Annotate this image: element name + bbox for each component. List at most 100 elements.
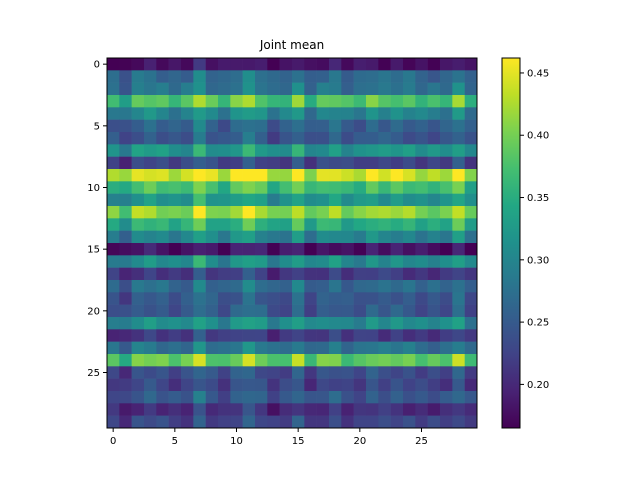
heatmap-cell xyxy=(131,58,145,71)
heatmap-cell xyxy=(366,218,379,231)
heatmap-cell xyxy=(168,366,182,379)
heatmap-cell xyxy=(279,144,293,157)
heatmap-cell xyxy=(205,58,219,71)
y-axis: 0 5 10 15 20 25 xyxy=(87,60,107,379)
heatmap-cell xyxy=(292,366,305,379)
heatmap-cell xyxy=(452,403,465,416)
heatmap-cell xyxy=(156,391,169,404)
heatmap-cell xyxy=(181,144,194,157)
heatmap-cell xyxy=(341,255,354,268)
heatmap-cell xyxy=(464,415,478,429)
heatmap-cell xyxy=(329,95,342,108)
heatmap-cell xyxy=(218,156,231,170)
heatmap-cell xyxy=(390,415,404,429)
heatmap-cell xyxy=(341,378,354,392)
heatmap-cell xyxy=(304,378,317,392)
heatmap-cell xyxy=(329,119,342,133)
heatmap-cell xyxy=(341,95,354,108)
heatmap-cell xyxy=(279,107,293,120)
heatmap-cell xyxy=(218,403,231,416)
heatmap-cell xyxy=(353,95,367,108)
heatmap-cell xyxy=(255,317,268,330)
heatmap-cell xyxy=(415,280,428,293)
heatmap-cell xyxy=(107,70,120,83)
heatmap-cell xyxy=(316,132,330,145)
heatmap-cell xyxy=(440,415,453,429)
heatmap-cell xyxy=(131,82,145,96)
heatmap-cell xyxy=(329,218,342,231)
heatmap-cell xyxy=(329,58,342,71)
heatmap-cell xyxy=(218,280,231,293)
heatmap-cell xyxy=(279,341,293,355)
heatmap-cell xyxy=(452,354,465,367)
heatmap-cell xyxy=(242,378,256,392)
heatmap-cell xyxy=(378,218,391,231)
heatmap-cell xyxy=(403,230,416,244)
heatmap-cell xyxy=(403,107,416,120)
heatmap-cell xyxy=(205,169,219,182)
heatmap-cell xyxy=(230,391,243,404)
heatmap-cell xyxy=(119,206,132,219)
heatmap-cell xyxy=(353,280,367,293)
heatmap-cell xyxy=(218,58,231,71)
heatmap-cell xyxy=(242,341,256,355)
heatmap-cell xyxy=(316,267,330,281)
heatmap-cell xyxy=(415,255,428,268)
heatmap-cell xyxy=(415,391,428,404)
heatmap-cell xyxy=(304,243,317,256)
heatmap-cell xyxy=(193,156,206,170)
heatmap-cell xyxy=(292,243,305,256)
heatmap-cell xyxy=(415,267,428,281)
heatmap-cell xyxy=(230,280,243,293)
heatmap-cell xyxy=(193,95,206,108)
heatmap-cell xyxy=(366,70,379,83)
heatmap-cell xyxy=(378,230,391,244)
heatmap-cell xyxy=(390,280,404,293)
heatmap-cell xyxy=(168,292,182,305)
heatmap-cell xyxy=(378,317,391,330)
heatmap-cell xyxy=(279,58,293,71)
heatmap-cell xyxy=(205,255,219,268)
heatmap-cell xyxy=(427,132,441,145)
heatmap-cell xyxy=(390,193,404,207)
heatmap-cell xyxy=(119,292,132,305)
heatmap-cell xyxy=(316,354,330,367)
heatmap-cell xyxy=(218,70,231,83)
heatmap-cell xyxy=(242,119,256,133)
heatmap-cell xyxy=(292,181,305,194)
heatmap-cell xyxy=(403,70,416,83)
heatmap-cell xyxy=(255,243,268,256)
heatmap-cell xyxy=(341,280,354,293)
heatmap-cell xyxy=(440,304,453,318)
heatmap-cell xyxy=(427,317,441,330)
heatmap-cell xyxy=(366,206,379,219)
heatmap-cell xyxy=(119,181,132,194)
heatmap-cell xyxy=(440,267,453,281)
heatmap-cell xyxy=(131,70,145,83)
heatmap-cell xyxy=(279,193,293,207)
heatmap-cell xyxy=(403,193,416,207)
heatmap-cell xyxy=(193,70,206,83)
heatmap-cell xyxy=(205,341,219,355)
heatmap-cell xyxy=(144,193,157,207)
heatmap-cell xyxy=(427,292,441,305)
heatmap-cell xyxy=(107,292,120,305)
heatmap-cell xyxy=(107,366,120,379)
heatmap-cell xyxy=(107,341,120,355)
heatmap-cell xyxy=(267,304,280,318)
heatmap-cell xyxy=(156,292,169,305)
heatmap-cell xyxy=(316,218,330,231)
heatmap-cell xyxy=(144,230,157,244)
heatmap-cell xyxy=(452,391,465,404)
heatmap-cell xyxy=(366,292,379,305)
heatmap-cell xyxy=(119,329,132,342)
heatmap-cell xyxy=(119,415,132,429)
heatmap-cell xyxy=(378,181,391,194)
heatmap-cell xyxy=(415,156,428,170)
heatmap-cell xyxy=(144,255,157,268)
heatmap-cell xyxy=(329,193,342,207)
heatmap-cell xyxy=(242,366,256,379)
heatmap-cell xyxy=(390,95,404,108)
heatmap-cell xyxy=(168,391,182,404)
heatmap-cell xyxy=(427,169,441,182)
